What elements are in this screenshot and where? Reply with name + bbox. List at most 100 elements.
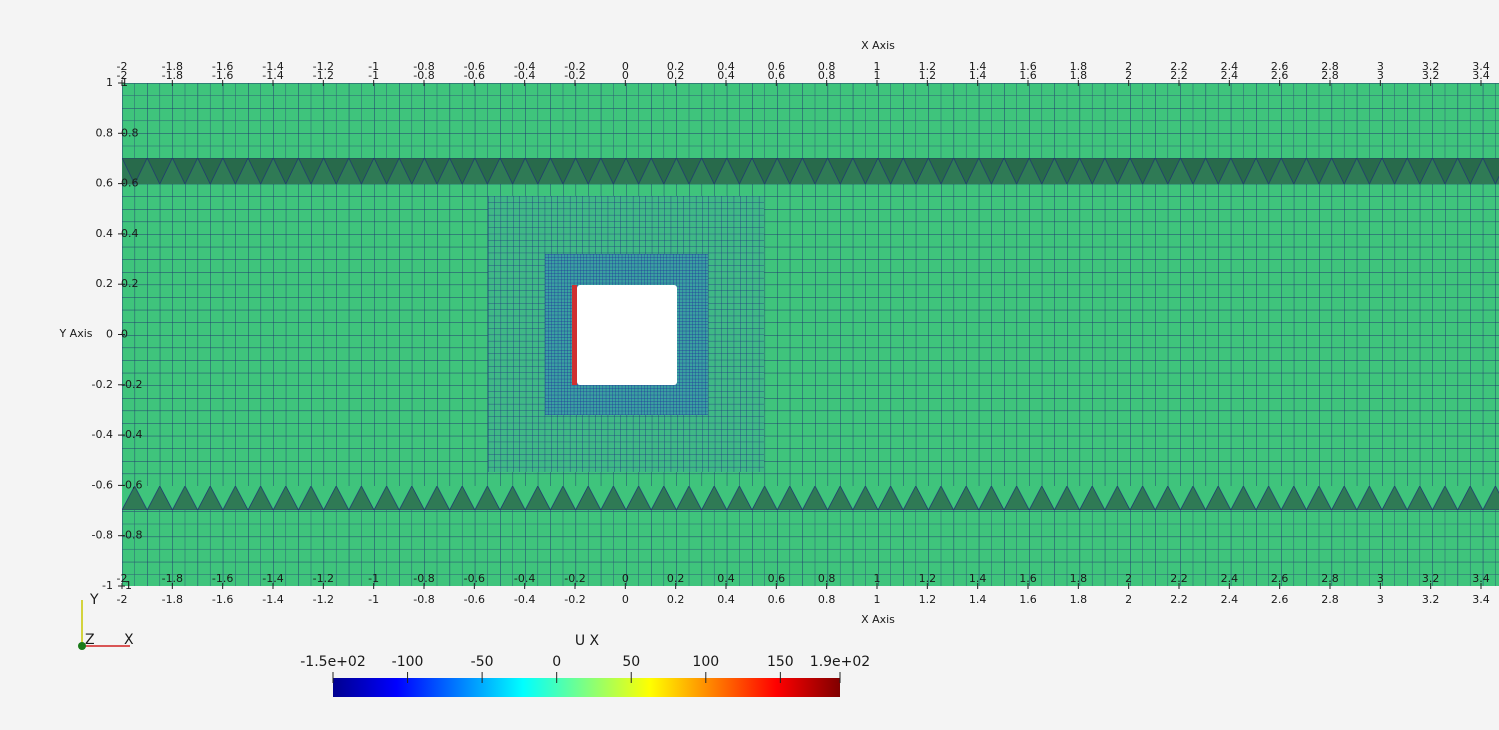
x-tick-label: 2.2 (1170, 572, 1188, 585)
x-tick-label: 0.8 (818, 593, 836, 606)
x-tick-label: 0.2 (667, 593, 685, 606)
colorbar-tick-label: 150 (767, 654, 794, 670)
x-tick-label: -1.4 (262, 60, 283, 73)
x-tick-label: -1 (368, 69, 379, 82)
x-tick-label: 1.6 (1019, 60, 1037, 73)
mesh-top (122, 83, 1499, 158)
x-tick-label: 1.8 (1070, 69, 1088, 82)
x-tick-label: 0.4 (717, 60, 735, 73)
x-tick-label: 1 (874, 69, 881, 82)
x-tick-label: -2 (117, 69, 128, 82)
y-tick-label: 1 (106, 76, 113, 89)
y-tick-label: -0.4 (92, 428, 113, 441)
y-tick-label: 0.6 (96, 177, 114, 190)
x-tick-label: 2.8 (1321, 572, 1339, 585)
x-tick-label: 0 (622, 572, 629, 585)
x-tick-label: -1 (368, 593, 379, 606)
x-tick-label: 0.4 (717, 69, 735, 82)
colorbar-tick-label: -100 (392, 654, 424, 670)
mesh-bottom-transition (122, 486, 1499, 510)
x-tick-label: 0.6 (768, 572, 786, 585)
x-tick-label: -1.4 (262, 572, 283, 585)
x-tick-label: 1.4 (969, 69, 987, 82)
x-tick-label: 2.6 (1271, 69, 1289, 82)
x-tick-label: 1.4 (969, 572, 987, 585)
x-tick-label: 1 (874, 593, 881, 606)
x-tick-label: 1 (874, 60, 881, 73)
colorbar-tick-label: 100 (692, 654, 719, 670)
x-tick-label: -0.6 (464, 69, 485, 82)
x-tick-label: -0.4 (514, 69, 535, 82)
x-tick-label: -1.2 (313, 572, 334, 585)
x-tick-label: 3.2 (1422, 593, 1440, 606)
y-tick-label: 0 (106, 328, 113, 341)
x-tick-label: 2 (1125, 60, 1132, 73)
x-tick-label: -1.8 (162, 593, 183, 606)
y-tick-label: -0.6 (92, 478, 113, 491)
x-tick-label: 2.6 (1271, 572, 1289, 585)
x-tick-label: 2 (1125, 593, 1132, 606)
x-tick-label: 0.8 (818, 69, 836, 82)
x-tick-label: 3.2 (1422, 60, 1440, 73)
x-tick-label: 1.2 (919, 593, 937, 606)
x-tick-label: 2.8 (1321, 69, 1339, 82)
mesh-edge-highlight (572, 285, 577, 385)
x-tick-label: 1.8 (1070, 593, 1088, 606)
x-tick-label: 0.6 (768, 60, 786, 73)
y-tick-label: -0.6 (121, 478, 142, 491)
colorbar-tick-label: -1.5e+02 (300, 654, 365, 670)
x-tick-label: -1.8 (162, 572, 183, 585)
x-tick-label: 3 (1377, 60, 1384, 73)
x-tick-label: 3.2 (1422, 572, 1440, 585)
x-tick-label: -1.6 (212, 60, 233, 73)
x-tick-label: 1 (874, 572, 881, 585)
mesh-bottom (122, 510, 1499, 586)
x-tick-label: -0.8 (413, 572, 434, 585)
colorbar (333, 678, 840, 697)
mesh-top-transition (122, 158, 1499, 184)
x-tick-label: -0.8 (413, 69, 434, 82)
orientation-axes: Y Z X (78, 592, 134, 650)
x-tick-label: 0 (622, 60, 629, 73)
x-tick-label: 3 (1377, 69, 1384, 82)
axis-x-label: X (124, 632, 134, 648)
colorbar-tick-label: 1.9e+02 (810, 654, 870, 670)
x-tick-label: -0.2 (564, 69, 585, 82)
x-tick-label: -0.4 (514, 593, 535, 606)
x-axis-title: X Axis (861, 39, 895, 52)
x-tick-label: -0.4 (514, 60, 535, 73)
x-tick-label: 1.6 (1019, 593, 1037, 606)
x-tick-label: 2.8 (1321, 593, 1339, 606)
x-tick-label: -2 (117, 593, 128, 606)
x-tick-label: 1.6 (1019, 69, 1037, 82)
x-tick-label: 0.4 (717, 572, 735, 585)
y-tick-label: -0.2 (92, 378, 113, 391)
x-tick-label: 3 (1377, 572, 1384, 585)
x-tick-label: 1.4 (969, 593, 987, 606)
colorbar-tick-label: 50 (622, 654, 640, 670)
x-tick-label: 2 (1125, 69, 1132, 82)
y-tick-label: -1 (121, 579, 132, 592)
y-axis-title: Y Axis (58, 327, 92, 340)
x-tick-label: 0.6 (768, 69, 786, 82)
x-tick-label: -0.6 (464, 572, 485, 585)
x-tick-label: 3.4 (1472, 572, 1490, 585)
x-tick-label: 2.4 (1221, 572, 1239, 585)
x-tick-label: -2 (117, 572, 128, 585)
x-tick-label: 1.6 (1019, 572, 1037, 585)
x-tick-label: 2.2 (1170, 593, 1188, 606)
y-tick-label: 0.8 (96, 126, 114, 139)
x-tick-label: 0.6 (768, 593, 786, 606)
y-tick-label: 0.2 (96, 277, 114, 290)
x-tick-label: 0 (622, 69, 629, 82)
x-tick-label: -1.4 (262, 69, 283, 82)
x-tick-label: -0.8 (413, 60, 434, 73)
colorbar-tick-label: -50 (471, 654, 494, 670)
x-tick-label: 2.4 (1221, 60, 1239, 73)
x-tick-label: 0.4 (717, 593, 735, 606)
x-tick-label: -0.6 (464, 60, 485, 73)
x-tick-label: -1.4 (262, 593, 283, 606)
x-tick-label: -1.8 (162, 60, 183, 73)
